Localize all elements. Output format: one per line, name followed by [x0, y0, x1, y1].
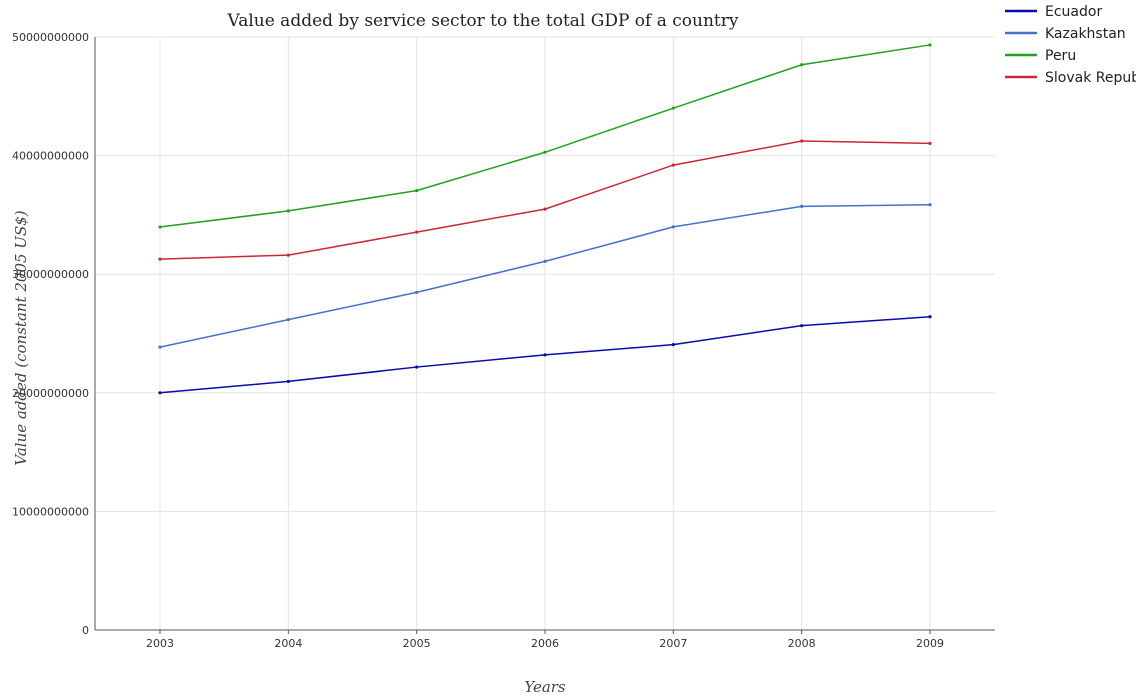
x-tick-label: 2003 — [146, 637, 174, 650]
data-point — [543, 150, 547, 154]
data-point — [928, 203, 932, 207]
legend: Ecuador Kazakhstan Peru Slovak Republic — [1005, 4, 1136, 86]
x-tick-label: 2006 — [531, 637, 559, 650]
y-tick-label: 0 — [82, 624, 89, 637]
legend-label: Slovak Republic — [1045, 70, 1136, 86]
chart-title: Value added by service sector to the tot… — [226, 11, 738, 31]
x-tick-label: 2009 — [916, 637, 944, 650]
data-point — [415, 230, 419, 234]
x-tick-labels: 2003 2004 2005 2006 2007 2008 2009 — [146, 637, 944, 650]
data-point — [286, 318, 290, 322]
data-point — [928, 43, 932, 47]
y-tick-label: 40000000000 — [12, 150, 89, 163]
legend-label: Peru — [1045, 48, 1076, 64]
data-point — [928, 315, 932, 319]
data-point — [671, 163, 675, 167]
data-point — [286, 209, 290, 213]
y-tick-label: 30000000000 — [12, 268, 89, 281]
series-lines — [158, 43, 932, 395]
data-point — [800, 204, 804, 208]
y-tick-label: 10000000000 — [12, 505, 89, 518]
y-tick-label: 50000000000 — [12, 31, 89, 44]
x-tick-label: 2007 — [659, 637, 687, 650]
x-axis-title: Years — [524, 678, 566, 696]
data-point — [286, 379, 290, 384]
data-point — [800, 63, 804, 67]
data-point — [415, 290, 419, 294]
y-tick-labels: 0 10000000000 20000000000 30000000000 400000… — [12, 31, 89, 637]
data-point — [800, 139, 804, 143]
y-tick-label: 20000000000 — [12, 387, 89, 400]
data-point — [158, 225, 162, 229]
data-point — [158, 257, 162, 261]
grid — [95, 36, 995, 631]
legend-label: Kazakhstan — [1045, 26, 1126, 42]
data-point — [671, 225, 675, 229]
x-tick-label: 2004 — [274, 637, 302, 650]
data-point — [928, 141, 932, 145]
data-point — [158, 345, 162, 349]
data-point — [543, 207, 547, 211]
data-point — [543, 353, 547, 357]
data-point — [415, 188, 419, 193]
data-point — [286, 253, 290, 257]
legend-label: Ecuador — [1045, 4, 1102, 20]
data-point — [158, 391, 162, 395]
data-point — [671, 343, 675, 347]
data-point — [671, 106, 675, 110]
data-point — [800, 324, 804, 328]
data-point — [543, 259, 547, 263]
x-tick-label: 2008 — [788, 637, 816, 650]
data-point — [415, 365, 419, 369]
x-tick-label: 2005 — [403, 637, 431, 650]
axes — [94, 37, 995, 634]
y-axis-title: Value added (constant 2005 US$) — [12, 210, 30, 465]
